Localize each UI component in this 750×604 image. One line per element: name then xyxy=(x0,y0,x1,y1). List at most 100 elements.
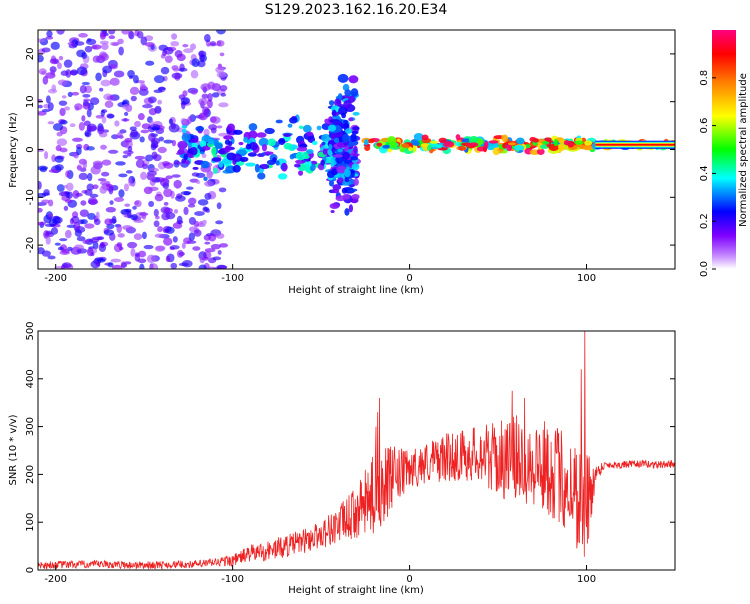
x-tick-label: 0 xyxy=(406,574,412,585)
heatmap-cell xyxy=(104,218,113,226)
heatmap-cell xyxy=(212,256,222,261)
heatmap-cell xyxy=(165,255,171,262)
heatmap-cell xyxy=(207,99,213,109)
heatmap-cell xyxy=(69,70,78,76)
heatmap-cell xyxy=(215,232,225,239)
heatmap-cell xyxy=(202,106,210,115)
heatmap-cell xyxy=(168,118,174,125)
heatmap-cell xyxy=(173,161,181,165)
heatmap-cell xyxy=(193,229,202,237)
heatmap-cell xyxy=(484,141,489,149)
heatmap-cell xyxy=(106,95,116,101)
heatmap-cell xyxy=(142,231,147,240)
heatmap-cell xyxy=(389,141,397,148)
heatmap-cell xyxy=(277,173,288,180)
heatmap-cell xyxy=(421,134,429,141)
heatmap-cell xyxy=(87,199,99,205)
colorbar-tick-label: 0.8 xyxy=(699,70,710,86)
heatmap-cell xyxy=(137,113,145,121)
heatmap-cell xyxy=(263,151,274,155)
heatmap-cell xyxy=(245,143,252,150)
heatmap-cell xyxy=(172,236,178,243)
heatmap-cell xyxy=(256,132,267,138)
heatmap-cell xyxy=(127,241,138,249)
heatmap-cell xyxy=(125,170,133,174)
heatmap-cell xyxy=(188,232,195,241)
heatmap-cell xyxy=(574,140,584,145)
heatmap-cell xyxy=(59,107,66,117)
heatmap-cell xyxy=(117,132,123,138)
heatmap-cell xyxy=(183,191,191,196)
heatmap-cell xyxy=(190,43,196,50)
heatmap-cell xyxy=(331,188,340,194)
heatmap-cell xyxy=(157,86,166,91)
heatmap-cell xyxy=(47,121,55,125)
heatmap-cell xyxy=(145,60,155,66)
heatmap-cell xyxy=(128,30,135,40)
heatmap-cell xyxy=(154,233,165,238)
spectrogram-y-label: Frequency (Hz) xyxy=(8,112,19,188)
heatmap-cell xyxy=(157,146,167,154)
heatmap-cell xyxy=(215,66,225,74)
heatmap-cell xyxy=(99,242,105,249)
heatmap-cell xyxy=(84,189,93,196)
heatmap-cell xyxy=(115,161,126,166)
heatmap-cell xyxy=(335,195,346,202)
heatmap-cell xyxy=(189,146,198,156)
heatmap-cell xyxy=(122,104,130,110)
heatmap-cell xyxy=(194,211,205,217)
heatmap-cell xyxy=(91,44,102,50)
heatmap-cell xyxy=(38,192,47,198)
heatmap-cell xyxy=(99,185,108,194)
heatmap-cell xyxy=(350,133,357,142)
heatmap-cell xyxy=(213,167,218,174)
heatmap-cell xyxy=(199,112,206,120)
heatmap-cell xyxy=(134,200,140,205)
colorbar-ticks: 0.0 0.2 0.4 0.6 0.8 xyxy=(699,70,716,277)
heatmap-cell xyxy=(150,143,157,151)
heatmap-cell xyxy=(207,81,216,90)
heatmap-cell xyxy=(58,191,70,197)
heatmap-cell xyxy=(544,137,552,142)
heatmap-cell xyxy=(348,204,354,213)
heatmap-cell xyxy=(176,215,183,225)
heatmap-cell xyxy=(376,142,383,147)
heatmap-cell xyxy=(558,143,566,151)
heatmap-cell xyxy=(283,142,293,150)
heatmap-cell xyxy=(127,145,133,153)
x-tick-label: 0 xyxy=(406,273,412,284)
heatmap-cell xyxy=(408,146,413,152)
heatmap-cell xyxy=(204,241,211,245)
heatmap-cell xyxy=(143,244,154,250)
heatmap-cell xyxy=(49,58,60,65)
heatmap-cell xyxy=(140,84,147,90)
heatmap-cell xyxy=(134,155,146,160)
heatmap-cell xyxy=(48,169,60,173)
heatmap-cell xyxy=(110,41,120,46)
heatmap-cell xyxy=(72,137,83,142)
heatmap-cell xyxy=(148,200,155,208)
heatmap-cell xyxy=(185,160,190,165)
heatmap-cell xyxy=(136,31,144,39)
heatmap-cell xyxy=(149,120,155,128)
heatmap-cell xyxy=(93,218,101,226)
heatmap-cell xyxy=(157,226,164,233)
heatmap-cell xyxy=(47,213,53,218)
heatmap-cell xyxy=(56,138,68,146)
heatmap-cell xyxy=(99,32,106,40)
heatmap-cell xyxy=(39,166,48,173)
heatmap-cell xyxy=(327,124,337,132)
heatmap-cell xyxy=(328,179,335,187)
heatmap-cell xyxy=(412,141,420,146)
heatmap-cell xyxy=(337,148,343,153)
heatmap-cell xyxy=(257,172,266,180)
colorbar-label: Normalized spectral amplitude xyxy=(738,73,749,227)
heatmap-cell xyxy=(198,98,208,106)
heatmap-cell xyxy=(59,147,68,153)
heatmap-cell xyxy=(334,98,342,108)
heatmap-cell xyxy=(84,85,93,94)
heatmap-cell xyxy=(181,260,193,268)
heatmap-cell xyxy=(180,97,191,105)
heatmap-cell xyxy=(227,123,235,132)
heatmap-cell xyxy=(147,96,157,104)
